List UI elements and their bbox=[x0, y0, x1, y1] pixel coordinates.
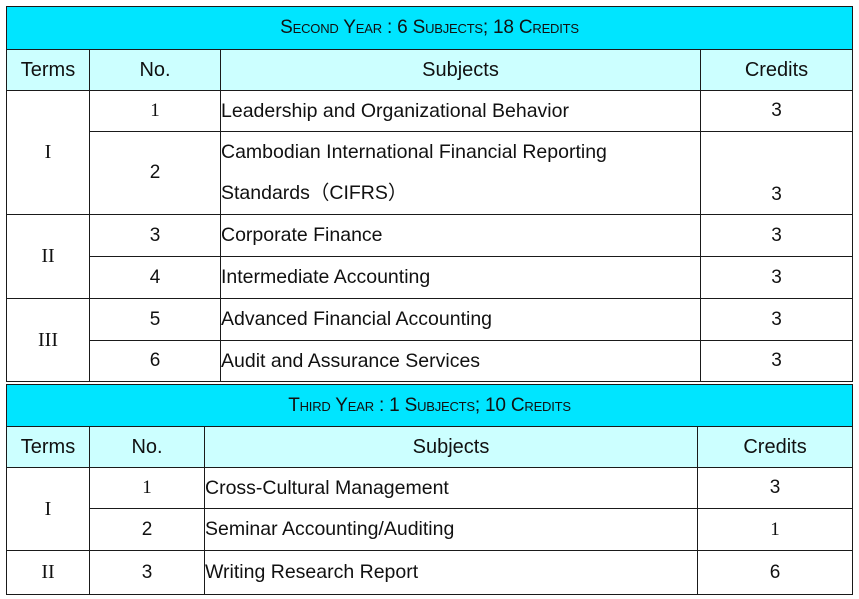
credits-value: 3 bbox=[699, 298, 854, 341]
table-row: II 3 Corporate Finance 3 bbox=[6, 214, 854, 299]
table-row: 2 Cambodian International Financial Repo… bbox=[7, 131, 854, 215]
row-number: 3 bbox=[89, 550, 205, 595]
credits-value: 3 bbox=[699, 131, 854, 215]
term-cell: II bbox=[6, 550, 90, 595]
table-row: 6 Audit and Assurance Services 3 bbox=[7, 340, 854, 382]
third-year-table: Third Year : 1 Subjects; 10 Credits Term… bbox=[5, 384, 854, 595]
row-number: 6 bbox=[89, 340, 221, 382]
table-row: I 1 Cross-Cultural Management 3 bbox=[6, 467, 854, 551]
table-row: II 3 Writing Research Report 6 bbox=[6, 550, 854, 595]
term-cell: II bbox=[6, 214, 90, 299]
subject-name: Intermediate Accounting bbox=[220, 256, 701, 299]
row-number: 3 bbox=[89, 214, 221, 257]
subject-name: Cambodian International Financial Report… bbox=[220, 131, 701, 215]
subject-name: Leadership and Organizational Behavior bbox=[220, 90, 701, 132]
terms-header: Terms bbox=[6, 426, 90, 468]
table-row: III 5 Advanced Financial Accounting 3 bbox=[6, 298, 854, 382]
subject-name: Audit and Assurance Services bbox=[220, 340, 701, 382]
credits-value: 1 bbox=[696, 508, 854, 551]
second-year-title: Second Year : 6 Subjects; 18 Credits bbox=[5, 6, 854, 50]
row-number: 4 bbox=[89, 256, 221, 299]
table-row: 4 Intermediate Accounting 3 bbox=[7, 256, 854, 299]
term-cell: I bbox=[6, 90, 90, 215]
term-cell: I bbox=[6, 467, 90, 551]
row-number: 1 bbox=[89, 90, 221, 132]
subject-name: Corporate Finance bbox=[220, 214, 701, 257]
credits-value: 3 bbox=[699, 340, 854, 382]
table-row: I 1 Leadership and Organizational Behavi… bbox=[6, 90, 854, 215]
credits-value: 3 bbox=[699, 214, 854, 257]
subjects-header: Subjects bbox=[204, 426, 698, 468]
credits-header: Credits bbox=[696, 426, 854, 468]
credits-value: 3 bbox=[699, 90, 854, 132]
credits-value: 3 bbox=[699, 256, 854, 299]
terms-header: Terms bbox=[6, 49, 90, 91]
subject-name: Writing Research Report bbox=[204, 550, 698, 595]
credits-header: Credits bbox=[699, 49, 854, 91]
table-row: 2 Seminar Accounting/Auditing 1 bbox=[7, 508, 854, 551]
subject-name: Cross-Cultural Management bbox=[204, 467, 698, 509]
row-number: 5 bbox=[89, 298, 221, 341]
term-cell: III bbox=[6, 298, 90, 382]
row-number: 2 bbox=[89, 131, 221, 215]
credits-value: 6 bbox=[696, 550, 854, 595]
no-header: No. bbox=[89, 426, 205, 468]
third-year-title: Third Year : 1 Subjects; 10 Credits bbox=[5, 384, 854, 427]
row-number: 2 bbox=[89, 508, 205, 551]
subject-name: Seminar Accounting/Auditing bbox=[204, 508, 698, 551]
second-year-table: Second Year : 6 Subjects; 18 Credits Ter… bbox=[5, 6, 854, 382]
subjects-header: Subjects bbox=[220, 49, 701, 91]
no-header: No. bbox=[89, 49, 221, 91]
subject-name: Advanced Financial Accounting bbox=[220, 298, 701, 341]
row-number: 1 bbox=[89, 467, 205, 509]
credits-value: 3 bbox=[696, 467, 854, 509]
